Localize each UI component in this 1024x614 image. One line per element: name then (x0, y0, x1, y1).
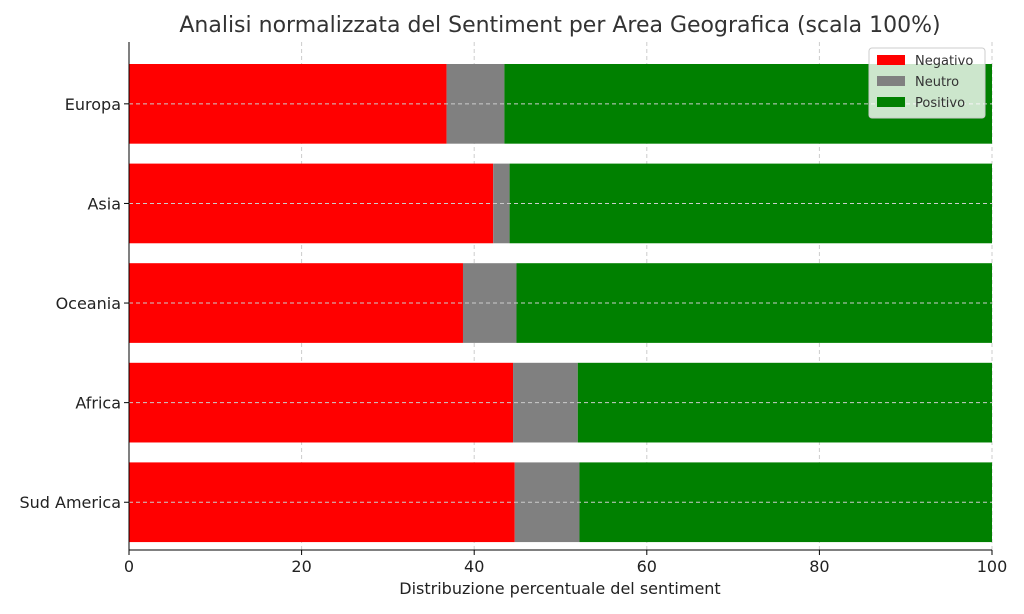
y-tick-label: Sud America (19, 493, 121, 512)
x-tick-label: 80 (809, 557, 829, 576)
legend-swatch-neutro (877, 76, 905, 86)
legend-label-neutro: Neutro (915, 75, 959, 90)
chart-title: Analisi normalizzata del Sentiment per A… (179, 13, 940, 38)
y-tick-label: Asia (87, 194, 121, 213)
legend-label-negativo: Negativo (915, 54, 973, 69)
legend-swatch-negativo (877, 55, 905, 65)
x-tick-label: 40 (464, 557, 484, 576)
x-tick-label: 0 (124, 557, 134, 576)
legend-swatch-positivo (877, 97, 905, 107)
x-tick-label: 60 (637, 557, 657, 576)
x-axis-label: Distribuzione percentuale del sentiment (399, 579, 720, 598)
y-tick-label: Europa (65, 95, 121, 114)
x-tick-label: 100 (977, 557, 1008, 576)
y-tick-label: Africa (75, 394, 121, 413)
y-tick-label: Oceania (56, 294, 121, 313)
x-tick-label: 20 (291, 557, 311, 576)
bar-negativo-oceania (129, 263, 463, 343)
legend: Negativo Neutro Positivo (868, 47, 986, 119)
bars-layer (129, 64, 992, 543)
legend-label-positivo: Positivo (915, 96, 965, 111)
axes-layer: 0 20 40 60 80 100 Europa Asia Oceania Africa Sud A… (19, 42, 1007, 576)
bar-neutro-sud-america (514, 462, 580, 543)
bar-positivo-asia (509, 163, 992, 244)
